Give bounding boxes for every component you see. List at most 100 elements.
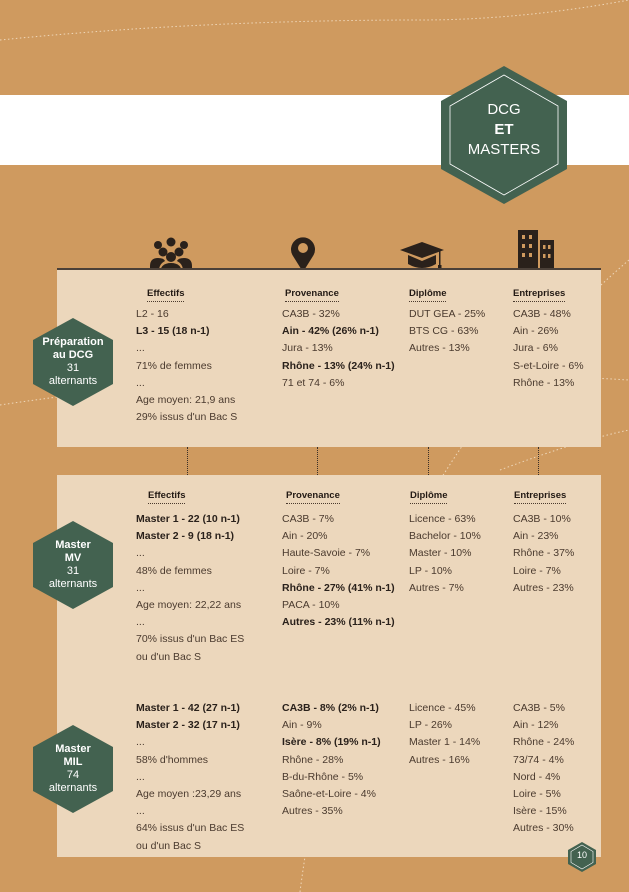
list-item: DUT GEA - 25% bbox=[409, 308, 486, 320]
connector bbox=[187, 447, 188, 475]
list-item: Jura - 6% bbox=[513, 342, 558, 355]
page-title: DCG ET MASTERS bbox=[467, 101, 541, 158]
list-item: Rhône - 28% bbox=[282, 753, 344, 766]
buildings-icon bbox=[518, 230, 554, 272]
list-item: Master 2 - 9 (18 n-1) bbox=[136, 530, 235, 543]
list-item: Licence - 63% bbox=[409, 513, 476, 525]
list-item: L3 - 15 (18 n-1) bbox=[136, 325, 210, 338]
list-item: Autres - 23% bbox=[513, 581, 574, 594]
column-header-entreprises: Entreprises bbox=[513, 288, 566, 302]
list-item: CA3B - 32% bbox=[282, 308, 340, 320]
list-item: 64% issus d'un Bac ES bbox=[136, 822, 245, 835]
section-2-provenance-list: CA3B - 8% (2% n-1) Ain - 9% Isère - 8% (19… bbox=[282, 700, 381, 820]
list-item: Age moyen: 22,22 ans bbox=[136, 599, 242, 612]
masters-panel bbox=[57, 475, 601, 857]
list-item: Master 1 - 42 (27 n-1) bbox=[136, 702, 240, 714]
section-2-entreprises-list: CA3B - 5% Ain - 12% Rhône - 24% 73/74 - 4% N… bbox=[513, 700, 574, 838]
list-item: ... bbox=[136, 736, 145, 749]
list-item: Autres - 16% bbox=[409, 753, 470, 766]
list-item: ... bbox=[136, 581, 145, 594]
list-item: CA3B - 48% bbox=[513, 308, 571, 320]
section-2-diplome-list: Licence - 45% LP - 26% Master 1 - 14% Autre… bbox=[409, 700, 480, 769]
list-item: Master 1 - 14% bbox=[409, 736, 481, 749]
list-item: Ain - 20% bbox=[282, 530, 328, 543]
column-header-provenance: Provenance bbox=[286, 490, 340, 504]
list-item: Loire - 5% bbox=[513, 788, 561, 801]
list-item: Autres - 23% (11% n-1) bbox=[282, 616, 395, 629]
list-item: Isère - 15% bbox=[513, 805, 567, 818]
list-item: Master - 10% bbox=[409, 547, 472, 560]
list-item: CA3B - 5% bbox=[513, 702, 565, 714]
list-item: 71% de femmes bbox=[136, 359, 212, 372]
column-header-diplome: Diplôme bbox=[410, 490, 448, 504]
list-item: LP - 10% bbox=[409, 564, 452, 577]
section-0-entreprises-list: CA3B - 48% Ain - 26% Jura - 6% S-et-Loire -… bbox=[513, 306, 584, 392]
dcg-panel bbox=[57, 268, 601, 447]
column-header-effectifs: Effectifs bbox=[147, 288, 185, 302]
list-item: ... bbox=[136, 547, 145, 560]
list-item: B-du-Rhône - 5% bbox=[282, 770, 364, 783]
section-name: Préparation au DCG 31 alternants bbox=[42, 336, 104, 387]
page-number-badge: 10 bbox=[568, 842, 596, 872]
list-item: ... bbox=[136, 342, 145, 355]
connector bbox=[317, 447, 318, 475]
connector bbox=[538, 447, 539, 475]
list-item: ... bbox=[136, 770, 145, 783]
list-item: CA3B - 10% bbox=[513, 513, 571, 525]
section-1-entreprises-list: CA3B - 10% Ain - 23% Rhône - 37% Loire - 7%… bbox=[513, 511, 574, 597]
list-item: Haute-Savoie - 7% bbox=[282, 547, 371, 560]
list-item: Ain - 42% (26% n-1) bbox=[282, 325, 379, 338]
list-item: Ain - 26% bbox=[513, 325, 559, 338]
connector bbox=[428, 447, 429, 475]
list-item: PACA - 10% bbox=[282, 599, 340, 612]
list-item: 71 et 74 - 6% bbox=[282, 376, 345, 389]
list-item: Autres - 35% bbox=[282, 805, 343, 818]
list-item: L2 - 16 bbox=[136, 308, 169, 320]
location-pin-icon bbox=[291, 237, 315, 272]
list-item: Ain - 23% bbox=[513, 530, 559, 543]
list-item: ... bbox=[136, 616, 145, 629]
list-item: Rhône - 27% (41% n-1) bbox=[282, 581, 395, 594]
list-item: ou d'un Bac S bbox=[136, 650, 202, 663]
list-item: 58% d'hommes bbox=[136, 753, 209, 766]
list-item: Rhône - 13% bbox=[513, 376, 575, 389]
section-1-provenance-list: CA3B - 7% Ain - 20% Haute-Savoie - 7% Loire… bbox=[282, 511, 395, 631]
section-2-effectifs-list: Master 1 - 42 (27 n-1) Master 2 - 32 (17 … bbox=[136, 700, 244, 855]
graduation-cap-icon bbox=[400, 242, 444, 269]
list-item: Master 1 - 22 (10 n-1) bbox=[136, 513, 240, 525]
list-item: Autres - 30% bbox=[513, 822, 574, 835]
section-name: Master MIL 74 alternants bbox=[48, 743, 98, 794]
section-badge-hexagon: Master MV 31 alternants bbox=[33, 521, 113, 609]
section-name: Master MV 31 alternants bbox=[48, 539, 98, 590]
list-item: Age moyen: 21,9 ans bbox=[136, 394, 236, 407]
list-item: Rhône - 24% bbox=[513, 736, 575, 749]
section-1-diplome-list: Licence - 63% Bachelor - 10% Master - 10% L… bbox=[409, 511, 481, 597]
column-header-effectifs: Effectifs bbox=[148, 490, 186, 504]
list-item: Ain - 9% bbox=[282, 719, 322, 732]
list-item: Licence - 45% bbox=[409, 702, 476, 714]
list-item: Jura - 13% bbox=[282, 342, 333, 355]
list-item: Master 2 - 32 (17 n-1) bbox=[136, 719, 240, 732]
list-item: ... bbox=[136, 805, 145, 818]
column-header-diplome: Diplôme bbox=[409, 288, 447, 302]
list-item: Saône-et-Loire - 4% bbox=[282, 788, 376, 801]
list-item: Ain - 12% bbox=[513, 719, 559, 732]
column-header-provenance: Provenance bbox=[285, 288, 339, 302]
list-item: 48% de femmes bbox=[136, 564, 212, 577]
list-item: ou d'un Bac S bbox=[136, 839, 202, 852]
section-badge-hexagon: Master MIL 74 alternants bbox=[33, 725, 113, 813]
section-0-effectifs-list: L2 - 16 L3 - 15 (18 n-1)... 71% de femmes.… bbox=[136, 306, 237, 426]
section-0-provenance-list: CA3B - 32% Ain - 42% (26% n-1) Jura - 13% R… bbox=[282, 306, 395, 392]
section-badge-hexagon: Préparation au DCG 31 alternants bbox=[33, 318, 113, 406]
list-item: Nord - 4% bbox=[513, 770, 561, 783]
section-0-diplome-list: DUT GEA - 25% BTS CG - 63% Autres - 13% bbox=[409, 306, 485, 358]
list-item: BTS CG - 63% bbox=[409, 325, 479, 338]
list-item: Autres - 13% bbox=[409, 342, 470, 355]
list-item: Isère - 8% (19% n-1) bbox=[282, 736, 381, 749]
list-item: 70% issus d'un Bac ES bbox=[136, 633, 245, 646]
list-item: LP - 26% bbox=[409, 719, 452, 732]
column-header-entreprises: Entreprises bbox=[514, 490, 567, 504]
list-item: ... bbox=[136, 376, 145, 389]
list-item: Rhône - 13% (24% n-1) bbox=[282, 359, 395, 372]
list-item: 29% issus d'un Bac S bbox=[136, 411, 238, 424]
